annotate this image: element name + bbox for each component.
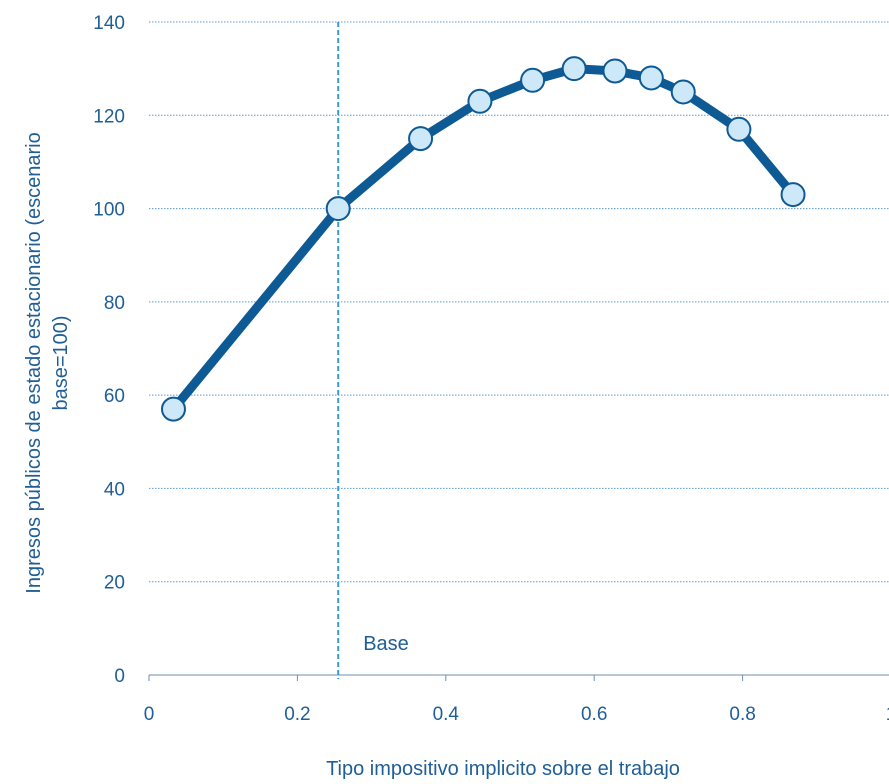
x-axis <box>148 674 889 681</box>
series-group <box>160 56 806 422</box>
data-point <box>780 182 806 208</box>
data-point <box>160 396 186 422</box>
y-axis-label: Ingresos públicos de estado estacionario… <box>23 132 72 593</box>
x-tick-label: 0 <box>144 704 155 725</box>
y-tick-label: 20 <box>104 573 125 594</box>
y-tick-label: 140 <box>93 13 125 34</box>
y-tick-label: 60 <box>104 386 125 407</box>
data-point <box>325 196 351 222</box>
y-axis-label-line-1: Ingresos públicos de estado estacionario… <box>23 132 45 593</box>
x-tick-label: 0.2 <box>284 704 310 725</box>
y-tick-label: 100 <box>93 200 125 221</box>
y-tick-label: 80 <box>104 293 125 314</box>
y-tick-label: 40 <box>104 479 125 500</box>
data-point <box>467 88 493 114</box>
x-tick-label: 0.4 <box>433 704 460 725</box>
data-point <box>602 58 628 84</box>
data-point <box>670 79 696 105</box>
reference-label: Base <box>363 633 409 655</box>
data-point <box>726 116 752 142</box>
data-point <box>408 126 434 152</box>
x-tick-label: 0.8 <box>729 704 755 725</box>
tick-labels: 0 20 40 60 80 100 120 140 0 0.2 0.4 0.6 0.8 1 <box>93 13 889 725</box>
x-tick-label: 0.6 <box>581 704 607 725</box>
reference-line-group: Base <box>337 22 409 679</box>
data-point <box>638 65 664 91</box>
data-point <box>520 67 546 93</box>
y-tick-label: 0 <box>114 666 125 687</box>
y-tick-label: 120 <box>93 106 125 127</box>
series-line <box>168 64 798 414</box>
gridlines <box>149 21 889 583</box>
x-axis-label: Tipo impositivo implicito sobre el traba… <box>326 758 680 780</box>
y-axis-label-line-2: base=100) <box>50 315 72 410</box>
data-point <box>561 56 587 82</box>
x-tick-label: 1 <box>886 704 889 725</box>
